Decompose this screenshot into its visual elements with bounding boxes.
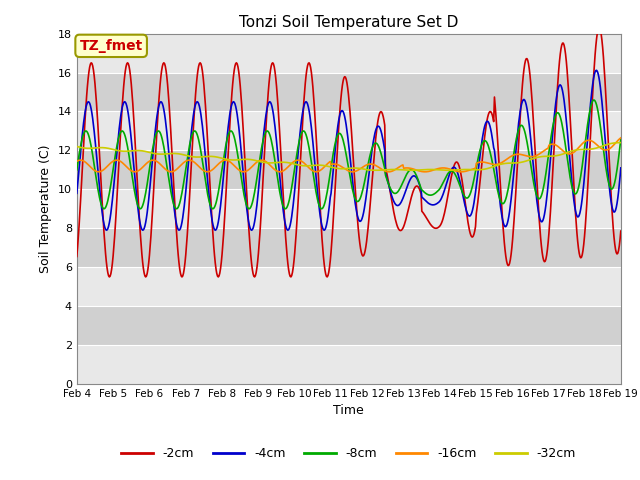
-16cm <box>617 135 625 141</box>
Legend: -2cm, -4cm, -8cm, -16cm, -32cm: -2cm, -4cm, -8cm, -16cm, -32cm <box>116 443 581 465</box>
Bar <box>77 34 621 72</box>
-4cm <box>416 182 424 188</box>
-8cm <box>140 200 147 206</box>
-32cm <box>617 140 625 145</box>
Line: -8cm: -8cm <box>77 100 621 209</box>
Bar <box>77 228 621 267</box>
Bar <box>77 72 621 111</box>
Line: -16cm: -16cm <box>77 138 621 172</box>
-4cm <box>139 228 147 233</box>
Bar <box>77 150 621 189</box>
-2cm <box>416 186 424 192</box>
-4cm <box>73 191 81 196</box>
-8cm <box>416 181 424 187</box>
-2cm <box>73 253 81 259</box>
-4cm <box>284 228 292 233</box>
-16cm <box>73 158 81 164</box>
-2cm <box>83 93 90 99</box>
Title: Tonzi Soil Temperature Set D: Tonzi Soil Temperature Set D <box>239 15 458 30</box>
Line: -2cm: -2cm <box>77 27 621 277</box>
-4cm <box>83 102 90 108</box>
-32cm <box>73 144 81 149</box>
-2cm <box>139 259 147 265</box>
-8cm <box>195 137 202 143</box>
-32cm <box>444 168 452 173</box>
Y-axis label: Soil Temperature (C): Soil Temperature (C) <box>39 144 52 273</box>
-8cm <box>617 136 625 142</box>
-16cm <box>139 164 147 170</box>
Line: -32cm: -32cm <box>77 143 621 170</box>
-8cm <box>223 135 231 141</box>
Bar <box>77 111 621 150</box>
-32cm <box>194 154 202 160</box>
-32cm <box>415 167 422 173</box>
-16cm <box>194 163 202 168</box>
Text: TZ_fmet: TZ_fmet <box>79 39 143 53</box>
-2cm <box>223 166 231 172</box>
-2cm <box>595 24 603 30</box>
Bar <box>77 306 621 345</box>
-32cm <box>139 148 147 154</box>
-16cm <box>223 157 230 163</box>
-4cm <box>617 165 625 171</box>
Line: -4cm: -4cm <box>77 71 621 230</box>
Bar <box>77 189 621 228</box>
-32cm <box>83 145 90 151</box>
-8cm <box>100 206 108 212</box>
-4cm <box>194 99 202 105</box>
-32cm <box>431 167 438 172</box>
-16cm <box>415 168 422 174</box>
-8cm <box>589 97 597 103</box>
Bar <box>77 345 621 384</box>
-8cm <box>431 190 439 196</box>
-2cm <box>195 63 202 69</box>
X-axis label: Time: Time <box>333 405 364 418</box>
-4cm <box>223 139 230 145</box>
-16cm <box>458 169 465 175</box>
-2cm <box>431 226 439 231</box>
-4cm <box>593 68 600 73</box>
-16cm <box>431 167 438 172</box>
-32cm <box>223 156 230 162</box>
-8cm <box>83 128 90 134</box>
Bar <box>77 267 621 306</box>
-8cm <box>73 167 81 173</box>
-2cm <box>178 274 186 280</box>
-16cm <box>83 160 90 166</box>
-4cm <box>431 202 439 207</box>
-2cm <box>617 228 625 234</box>
